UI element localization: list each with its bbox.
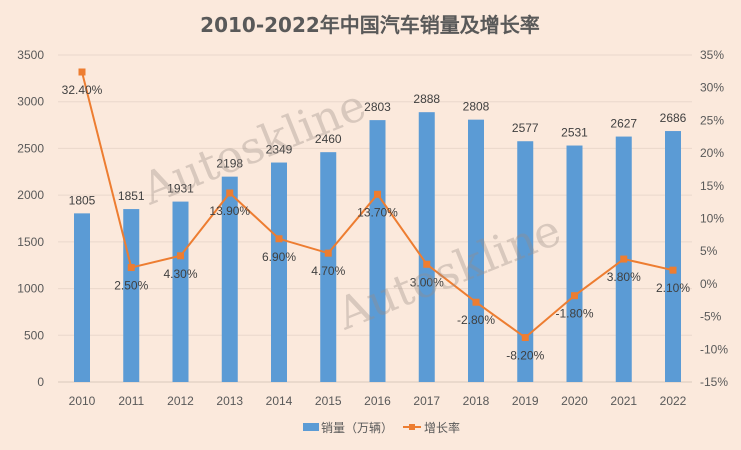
bar-data-label: 2531 xyxy=(561,126,588,140)
line-data-label: 3.00% xyxy=(410,275,444,289)
bar xyxy=(221,176,238,382)
left-tick-label: 2000 xyxy=(17,188,44,202)
line-point xyxy=(226,189,234,197)
bar xyxy=(468,119,484,382)
x-tick-label: 2015 xyxy=(315,394,342,408)
line-data-label: -1.80% xyxy=(555,307,593,321)
line-point xyxy=(78,68,86,76)
x-tick-label: 2016 xyxy=(364,394,391,408)
bar-data-label: 2577 xyxy=(512,121,539,135)
x-tick-label: 2014 xyxy=(266,394,293,408)
line-point xyxy=(324,249,332,257)
left-tick-label: 3000 xyxy=(17,95,44,109)
bar-data-label: 1931 xyxy=(167,182,194,196)
x-tick-label: 2011 xyxy=(118,394,144,408)
bar xyxy=(172,201,189,382)
legend-label-sales: 销量（万辆） xyxy=(321,421,393,435)
x-tick-label: 2017 xyxy=(413,394,440,408)
x-tick-label: 2012 xyxy=(167,394,194,408)
bar-data-label: 2460 xyxy=(315,132,342,146)
right-tick-label: 0% xyxy=(700,277,718,291)
right-tick-label: 20% xyxy=(700,146,724,160)
left-tick-label: 3500 xyxy=(17,48,44,62)
x-tick-label: 2019 xyxy=(512,394,539,408)
x-tick-label: 2021 xyxy=(610,394,637,408)
line-data-label: 2.50% xyxy=(114,279,148,293)
chart-title: 2010-2022年中国汽车销量及增长率 xyxy=(200,13,540,37)
bar xyxy=(369,120,386,382)
line-point xyxy=(374,190,381,198)
line-data-label: 32.40% xyxy=(62,83,103,97)
line-point xyxy=(275,235,283,243)
legend-swatch-sales xyxy=(303,423,319,431)
x-tick-label: 2020 xyxy=(561,394,588,408)
bar-data-label: 1805 xyxy=(69,193,96,207)
line-point xyxy=(127,264,135,272)
x-tick-label: 2010 xyxy=(69,394,96,408)
line-data-label: 6.90% xyxy=(262,250,296,264)
right-tick-label: 15% xyxy=(700,179,724,193)
legend: 销量（万辆） 增长率 xyxy=(303,420,460,435)
bar-data-label: 2888 xyxy=(413,92,440,106)
right-tick-label: 25% xyxy=(700,113,724,127)
line-point xyxy=(423,260,431,268)
line-data-label: 13.70% xyxy=(357,205,398,219)
left-tick-label: 0 xyxy=(37,375,44,389)
right-tick-label: -15% xyxy=(700,375,728,389)
line-series: 32.40% 2.50% 4.30% 13.90% 6.90% 4.70% 13.70% 3.… xyxy=(62,68,690,363)
bar-data-label: 2627 xyxy=(610,117,637,131)
bar-data-label: 2686 xyxy=(660,111,687,125)
line-data-label: 2.10% xyxy=(656,281,690,295)
bar xyxy=(418,112,435,382)
bar-data-label: 2349 xyxy=(266,143,293,157)
right-tick-label: 30% xyxy=(700,81,724,95)
bar xyxy=(320,152,337,382)
bar xyxy=(74,213,90,382)
right-tick-label: 10% xyxy=(700,212,724,226)
bar xyxy=(566,145,583,382)
left-tick-label: 1500 xyxy=(17,235,44,249)
bar xyxy=(665,131,681,382)
line-point xyxy=(472,298,480,306)
line-point xyxy=(571,292,578,300)
line-point xyxy=(669,266,677,274)
line-data-label: 13.90% xyxy=(209,204,250,218)
line-data-label: -8.20% xyxy=(506,349,544,363)
left-tick-label: 1000 xyxy=(17,282,44,296)
line-data-label: -2.80% xyxy=(457,313,495,327)
right-tick-label: 5% xyxy=(700,244,718,258)
line-point xyxy=(521,334,529,342)
bar-data-label: 2803 xyxy=(364,100,391,114)
bar-data-label: 1851 xyxy=(118,189,145,203)
legend-label-growth: 增长率 xyxy=(424,420,460,435)
right-tick-label: -5% xyxy=(700,310,722,324)
x-axis-ticks: 2010 2011 2012 2013 2014 2015 2016 2017 2018 2019… xyxy=(69,394,687,408)
right-axis-ticks: -15% -10% -5% 0% 5% 10% 15% 20% 25% 30% 35% xyxy=(700,48,728,389)
line-data-label: 4.70% xyxy=(311,264,345,278)
bar-data-label: 2808 xyxy=(463,100,490,114)
right-tick-label: 35% xyxy=(700,48,724,62)
bar-series: 1805 1851 1931 2198 2349 2460 2803 2888 2808 2577… xyxy=(69,92,687,382)
bar xyxy=(517,141,534,382)
bar-data-label: 2198 xyxy=(216,157,243,171)
x-tick-label: 2013 xyxy=(216,394,243,408)
x-tick-label: 2018 xyxy=(463,394,490,408)
left-tick-label: 500 xyxy=(24,328,44,342)
bar xyxy=(271,162,287,382)
left-tick-label: 2500 xyxy=(17,141,44,155)
bar xyxy=(123,209,140,382)
line-data-label: 4.30% xyxy=(163,267,197,281)
line-data-label: 3.80% xyxy=(607,270,641,284)
right-tick-label: -10% xyxy=(700,342,728,356)
line-point xyxy=(177,252,184,260)
x-tick-label: 2022 xyxy=(660,394,687,408)
legend-marker-growth xyxy=(409,424,415,430)
left-axis-ticks: 0 500 1000 1500 2000 2500 3000 3500 xyxy=(17,48,44,389)
line-point xyxy=(620,255,628,263)
